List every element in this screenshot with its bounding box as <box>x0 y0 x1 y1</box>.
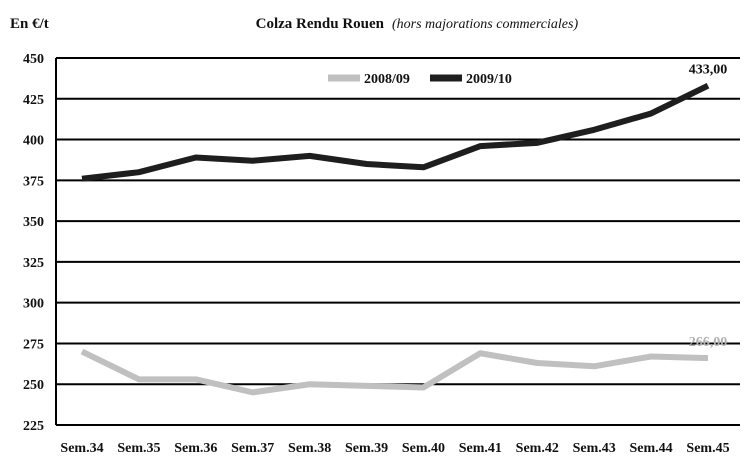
legend-label-2009/10: 2009/10 <box>466 72 512 87</box>
y-tick-325: 325 <box>23 256 44 271</box>
x-tick-Sem.44: Sem.44 <box>630 441 673 456</box>
y-tick-425: 425 <box>23 93 44 108</box>
chart-title: Colza Rendu Rouen <box>256 16 385 32</box>
x-tick-Sem.37: Sem.37 <box>231 441 274 456</box>
y-axis-label: En €/t <box>10 16 49 32</box>
end-labels: 266,00 433,00 <box>689 63 728 350</box>
x-tick-Sem.45: Sem.45 <box>686 441 729 456</box>
y-tick-450: 450 <box>23 52 44 67</box>
y-tick-275: 275 <box>23 337 44 352</box>
y-tick-250: 250 <box>23 378 44 393</box>
x-tick-Sem.41: Sem.41 <box>459 441 502 456</box>
grid-lines <box>55 57 740 426</box>
x-tick-Sem.42: Sem.42 <box>516 441 559 456</box>
y-tick-300: 300 <box>23 297 44 312</box>
x-tick-Sem.39: Sem.39 <box>345 441 388 456</box>
series-line-2008/09 <box>80 348 709 396</box>
y-tick-375: 375 <box>23 174 44 189</box>
series-lines <box>80 83 710 396</box>
x-tick-labels: Sem.34 Sem.35 Sem.36 Sem.37 Sem.38 Sem.39 Sem.… <box>60 441 729 456</box>
legend-label-2008/09: 2008/09 <box>364 72 410 87</box>
x-tick-Sem.35: Sem.35 <box>117 441 160 456</box>
y-tick-350: 350 <box>23 215 44 230</box>
chart-subtitle: (hors majorations commerciales) <box>392 17 578 32</box>
end-label-2009/10: 433,00 <box>689 63 728 78</box>
y-tick-225: 225 <box>23 419 44 434</box>
end-label-2008/09: 266,00 <box>689 335 728 350</box>
y-tick-labels: 225 250 275 300 325 350 375 400 425 450 <box>23 52 44 434</box>
x-tick-Sem.34: Sem.34 <box>60 441 103 456</box>
x-tick-Sem.36: Sem.36 <box>174 441 217 456</box>
x-tick-Sem.40: Sem.40 <box>402 441 445 456</box>
y-tick-400: 400 <box>23 134 44 149</box>
x-tick-Sem.43: Sem.43 <box>573 441 616 456</box>
x-tick-Sem.38: Sem.38 <box>288 441 331 456</box>
legend: 2008/09 2009/10 <box>328 72 512 87</box>
series-line-2009/10 <box>81 83 710 182</box>
